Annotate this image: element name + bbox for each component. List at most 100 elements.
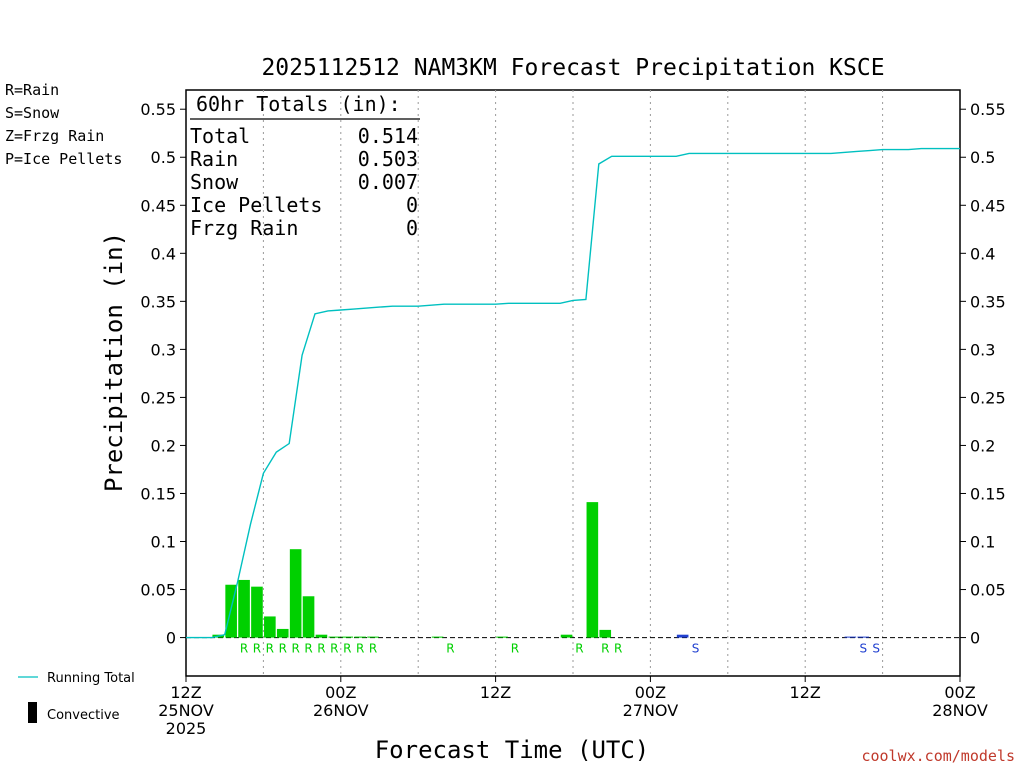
ptype-label: R <box>511 642 519 656</box>
x-tick-label: 2025 <box>166 719 207 738</box>
x-tick-label: 27NOV <box>623 701 679 720</box>
x-tick-label: 25NOV <box>158 701 214 720</box>
precip-bar-h15 <box>367 636 379 638</box>
precip-bar-h11 <box>315 634 328 638</box>
running-total-line <box>186 147 960 639</box>
legend-item-snow: S=Snow <box>5 104 60 122</box>
ptype-label: S <box>872 642 880 656</box>
precip-bar-h10 <box>302 596 315 638</box>
ptype-label: R <box>369 642 377 656</box>
ptype-legend: R=Rain S=Snow Z=Frzg Rain P=Ice Pellets <box>5 81 122 168</box>
totals-label-snow: Snow <box>190 170 239 194</box>
x-tick-label: 00Z <box>325 683 356 702</box>
y-axis-title: Precipitation (in) <box>100 232 128 492</box>
precip-bar-h25 <box>496 636 508 638</box>
precip-bar-h52 <box>844 636 857 638</box>
y-tick-label-right: 0.05 <box>970 581 1006 600</box>
ptype-label: R <box>343 642 351 656</box>
convective-legend-swatch <box>28 702 37 723</box>
precip-bar-h39 <box>676 634 689 638</box>
grid-lines <box>186 90 960 676</box>
credit-text: coolwx.com/models <box>861 747 1015 765</box>
totals-value-total: 0.514 <box>358 124 418 148</box>
ptype-label: R <box>279 642 287 656</box>
totals-label-rain: Rain <box>190 147 238 171</box>
y-tick-label-right: 0.3 <box>970 340 995 359</box>
precip-bar-h14 <box>354 636 366 638</box>
x-tick-label: 00Z <box>635 683 666 702</box>
ptype-label: R <box>266 642 274 656</box>
y-tick-label-left: 0.4 <box>151 244 176 263</box>
x-axis-title: Forecast Time (UTC) <box>375 736 650 764</box>
ptype-label: R <box>253 642 261 656</box>
totals-value-frzg-rain: 0 <box>406 216 418 240</box>
legend-item-ice-pellets: P=Ice Pellets <box>5 150 122 168</box>
chart-title: 2025112512 NAM3KM Forecast Precipitation… <box>261 55 884 81</box>
totals-label-frzg-rain: Frzg Rain <box>190 216 298 240</box>
ptype-label: R <box>317 642 325 656</box>
x-tick-label: 26NOV <box>313 701 369 720</box>
precip-bar-h53 <box>857 636 870 638</box>
y-tick-label-right: 0.1 <box>970 533 995 552</box>
totals-header: 60hr Totals (in): <box>196 92 401 116</box>
totals-value-ice-pellets: 0 <box>406 193 418 217</box>
legend-item-frzg-rain: Z=Frzg Rain <box>5 127 104 145</box>
totals-value-rain: 0.503 <box>358 147 418 171</box>
y-tick-label-left: 0.45 <box>140 196 176 215</box>
y-tick-label-right: 0.25 <box>970 388 1006 407</box>
y-tick-label-left: 0.15 <box>140 484 176 503</box>
ptype-label: S <box>859 642 867 656</box>
y-tick-label-left: 0.5 <box>151 148 176 167</box>
precip-bar-h9 <box>289 549 302 638</box>
ptype-label: R <box>575 642 583 656</box>
precip-bar-h30 <box>560 634 573 638</box>
totals-value-snow: 0.007 <box>358 170 418 194</box>
ptype-label: R <box>240 642 248 656</box>
y-tick-label-right: 0.15 <box>970 484 1006 503</box>
ptype-label: R <box>304 642 312 656</box>
legend-item-rain: R=Rain <box>5 81 59 99</box>
precip-bar-h7 <box>264 616 276 638</box>
y-axis-ticks: 0 00.05 0.050.1 0.10.15 0.150.2 0.20.25 0.250.… <box>140 100 1005 647</box>
y-tick-label-right: 0.2 <box>970 436 995 455</box>
y-tick-label-left: 0.35 <box>140 292 176 311</box>
ptype-label: R <box>446 642 454 656</box>
y-tick-label-left: 0.3 <box>151 340 176 359</box>
x-tick-label: 28NOV <box>932 701 988 720</box>
x-tick-label: 00Z <box>944 683 975 702</box>
footer-legend: Running Total Convective <box>18 671 135 723</box>
totals-label-total: Total <box>190 124 250 148</box>
precip-bar-h12 <box>328 636 341 638</box>
x-tick-label: 12Z <box>170 683 201 702</box>
y-tick-label-left: 0.25 <box>140 388 176 407</box>
precip-bar-h32 <box>586 502 599 638</box>
y-tick-label-right: 0.4 <box>970 244 995 263</box>
precip-bar-h8 <box>276 628 289 638</box>
ptype-label: R <box>291 642 299 656</box>
convective-legend-label: Convective <box>47 708 120 723</box>
ptype-label: R <box>601 642 609 656</box>
totals-label-ice-pellets: Ice Pellets <box>190 193 322 217</box>
y-tick-label-right: 0 <box>970 629 980 648</box>
y-tick-label-left: 0.2 <box>151 436 176 455</box>
ptype-label: R <box>356 642 364 656</box>
x-tick-label: 12Z <box>480 683 511 702</box>
precip-bar-h33 <box>599 629 612 638</box>
precip-bar-h20 <box>431 636 444 638</box>
precip-bars <box>212 502 870 638</box>
precip-bar-h5 <box>238 579 250 638</box>
y-tick-label-right: 0.55 <box>970 100 1006 119</box>
y-tick-label-right: 0.5 <box>970 148 995 167</box>
y-tick-label-right: 0.35 <box>970 292 1006 311</box>
y-tick-label-left: 0.55 <box>140 100 176 119</box>
totals-box: 60hr Totals (in): Total 0.514 Rain 0.503… <box>190 92 420 240</box>
running-total-series <box>186 147 960 639</box>
precip-bar-h6 <box>251 586 263 638</box>
y-tick-label-left: 0 <box>166 629 176 648</box>
running-total-legend-label: Running Total <box>47 671 135 686</box>
y-tick-label-left: 0.1 <box>151 533 176 552</box>
ptype-label: R <box>330 642 338 656</box>
